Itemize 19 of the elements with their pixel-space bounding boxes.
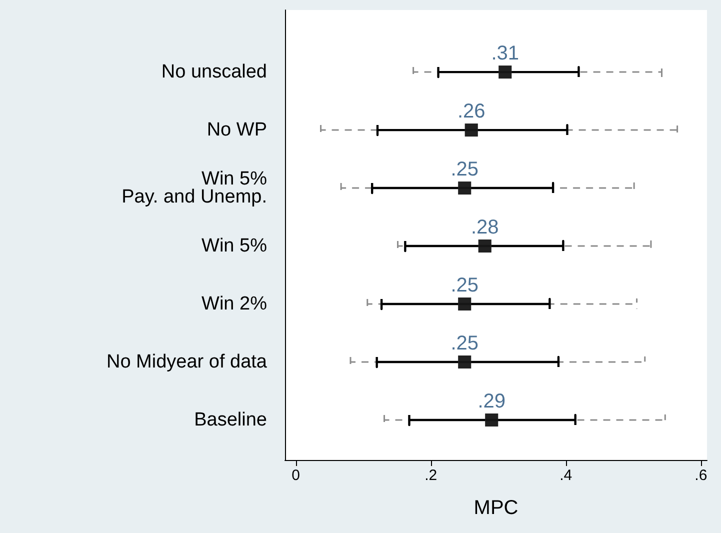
x-tick-label: 0	[292, 467, 300, 484]
x-tick-label: .2	[424, 467, 438, 484]
data-label: .25	[450, 274, 479, 297]
y-tick-label: Win 5%	[202, 236, 268, 257]
x-axis-title: MPC	[474, 497, 518, 519]
data-label: .28	[470, 216, 499, 239]
y-tick-label: No Midyear of data	[106, 351, 268, 372]
y-tick-label: Baseline	[194, 409, 267, 430]
y-tick-label: Win 5% Pay. and Unemp.	[122, 168, 268, 208]
y-tick-label: Win 2%	[202, 294, 268, 315]
data-label: .26	[457, 100, 486, 123]
data-label: .29	[478, 390, 506, 412]
y-tick-label: No WP	[206, 120, 267, 141]
x-tick-label: .6	[694, 467, 708, 484]
data-label: .25	[450, 332, 479, 354]
data-label: .25	[450, 158, 479, 181]
data-label: .31	[491, 42, 520, 65]
x-tick-label: .4	[560, 467, 572, 484]
y-tick-label: No unscaled	[161, 62, 267, 83]
